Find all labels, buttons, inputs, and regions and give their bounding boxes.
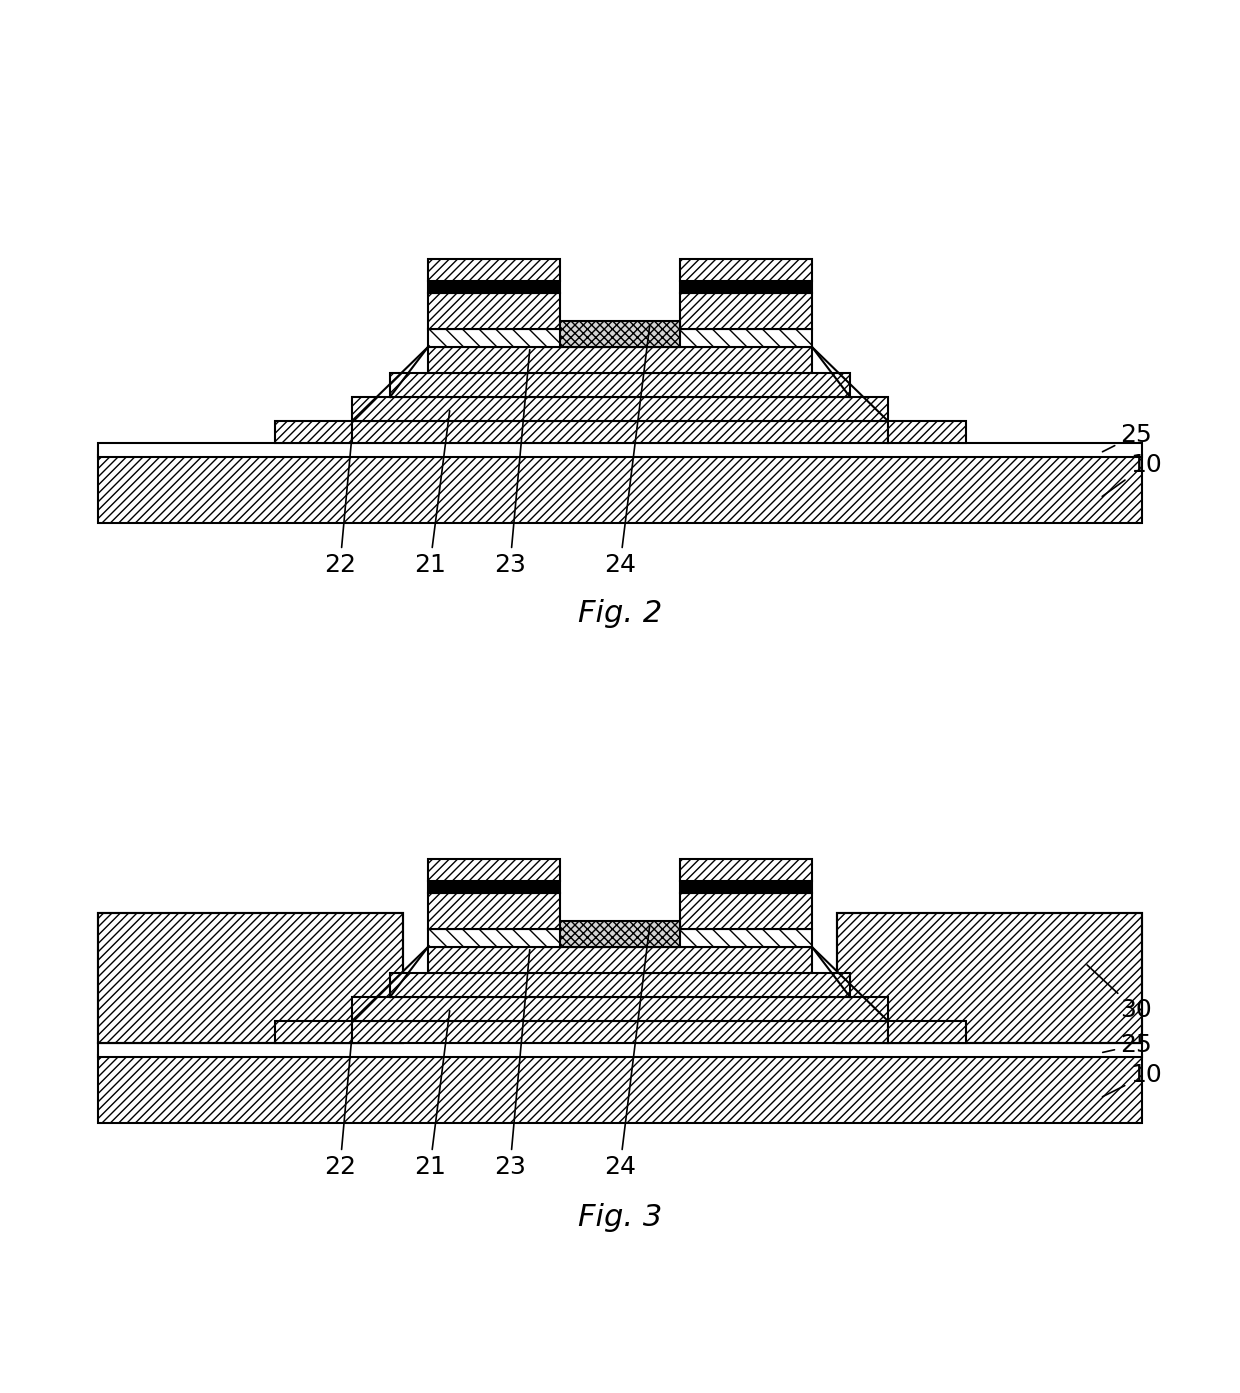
Text: 23: 23 <box>494 350 529 577</box>
Text: 10: 10 <box>1102 453 1162 496</box>
Bar <box>560 921 680 947</box>
Bar <box>888 421 966 443</box>
Bar <box>428 893 560 929</box>
Bar <box>98 912 403 1043</box>
Text: 24: 24 <box>604 926 650 1178</box>
Text: 10: 10 <box>1102 1063 1162 1096</box>
Bar <box>98 456 1142 522</box>
Bar <box>391 972 849 997</box>
Text: Fig. 2: Fig. 2 <box>578 599 662 627</box>
Bar <box>352 397 888 421</box>
Text: 21: 21 <box>414 1011 450 1178</box>
Bar <box>352 1021 888 1043</box>
Bar <box>428 859 560 880</box>
Bar <box>680 293 812 329</box>
Text: 22: 22 <box>324 437 356 577</box>
Bar <box>428 281 560 293</box>
Bar <box>680 880 812 893</box>
Bar <box>680 259 812 281</box>
Bar <box>837 912 1142 1043</box>
Bar <box>391 373 849 397</box>
Bar <box>888 1021 966 1043</box>
Bar <box>428 880 560 893</box>
Text: 24: 24 <box>604 326 650 577</box>
Text: 23: 23 <box>494 950 529 1178</box>
Bar <box>352 421 888 443</box>
Bar <box>98 443 1142 457</box>
Bar <box>837 912 1142 1043</box>
Bar <box>560 320 680 347</box>
Bar <box>275 1021 353 1043</box>
Text: 30: 30 <box>1087 965 1152 1022</box>
Bar <box>428 947 812 972</box>
Bar <box>680 893 812 929</box>
Text: 21: 21 <box>414 411 450 577</box>
Bar <box>98 1055 1142 1123</box>
Text: 25: 25 <box>1102 1034 1152 1057</box>
Bar <box>428 347 812 373</box>
Bar <box>98 1043 1142 1057</box>
Bar <box>275 421 353 443</box>
Bar <box>428 259 560 281</box>
Bar <box>428 293 560 329</box>
Bar <box>428 329 812 347</box>
Text: Fig. 3: Fig. 3 <box>578 1204 662 1233</box>
Bar <box>680 281 812 293</box>
Bar <box>98 912 403 1043</box>
Bar <box>352 997 888 1021</box>
Text: 25: 25 <box>1102 423 1152 451</box>
Bar <box>680 859 812 880</box>
Text: 22: 22 <box>324 1038 356 1178</box>
Bar <box>428 929 812 947</box>
